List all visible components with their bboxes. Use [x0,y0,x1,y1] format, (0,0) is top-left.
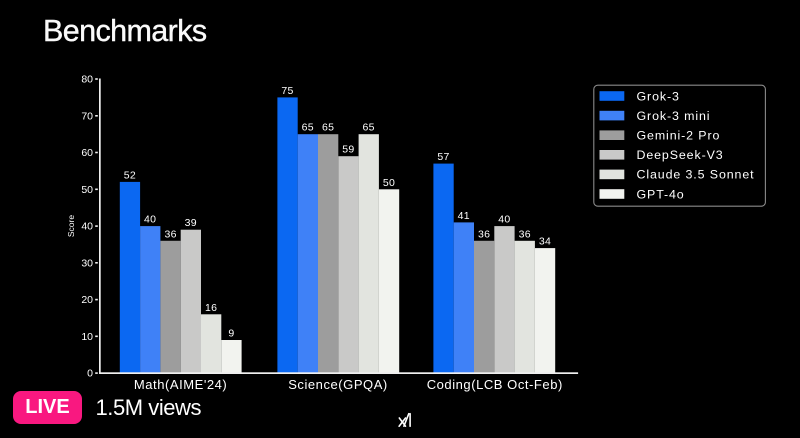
svg-text:DeepSeek-V3: DeepSeek-V3 [637,148,724,162]
svg-text:40: 40 [144,214,156,226]
svg-text:9: 9 [228,328,234,340]
svg-text:40: 40 [498,214,510,226]
svg-text:30: 30 [81,257,93,269]
svg-text:Coding(LCB Oct-Feb): Coding(LCB Oct-Feb) [427,377,563,392]
svg-text:Score: Score [66,215,76,237]
svg-text:Gemini-2 Pro: Gemini-2 Pro [637,129,721,143]
svg-text:36: 36 [478,228,490,240]
svg-text:Claude 3.5 Sonnet: Claude 3.5 Sonnet [637,168,755,182]
svg-text:50: 50 [383,177,395,189]
svg-text:16: 16 [205,302,217,314]
svg-text:65: 65 [322,122,334,134]
svg-text:80: 80 [81,74,93,86]
svg-text:Grok-3: Grok-3 [637,89,680,103]
svg-text:36: 36 [519,228,531,240]
svg-text:Science(GPQA): Science(GPQA) [288,377,388,392]
svg-text:40: 40 [81,221,93,233]
svg-text:0: 0 [87,368,93,380]
svg-text:65: 65 [363,122,375,134]
svg-text:34: 34 [539,236,551,248]
svg-text:57: 57 [437,151,449,163]
svg-text:36: 36 [164,228,176,240]
svg-text:Math(AIME'24): Math(AIME'24) [134,377,227,392]
svg-text:20: 20 [81,294,93,306]
svg-text:50: 50 [81,184,93,196]
svg-text:10: 10 [81,331,93,343]
svg-text:70: 70 [81,110,93,122]
svg-text:39: 39 [185,217,197,229]
svg-text:65: 65 [302,122,314,134]
svg-text:GPT-4o: GPT-4o [637,187,685,201]
svg-text:52: 52 [124,169,136,181]
svg-text:59: 59 [342,144,354,156]
svg-text:41: 41 [458,210,470,222]
svg-text:Grok-3 mini: Grok-3 mini [637,109,711,123]
svg-text:75: 75 [281,85,293,97]
svg-text:60: 60 [81,147,93,159]
